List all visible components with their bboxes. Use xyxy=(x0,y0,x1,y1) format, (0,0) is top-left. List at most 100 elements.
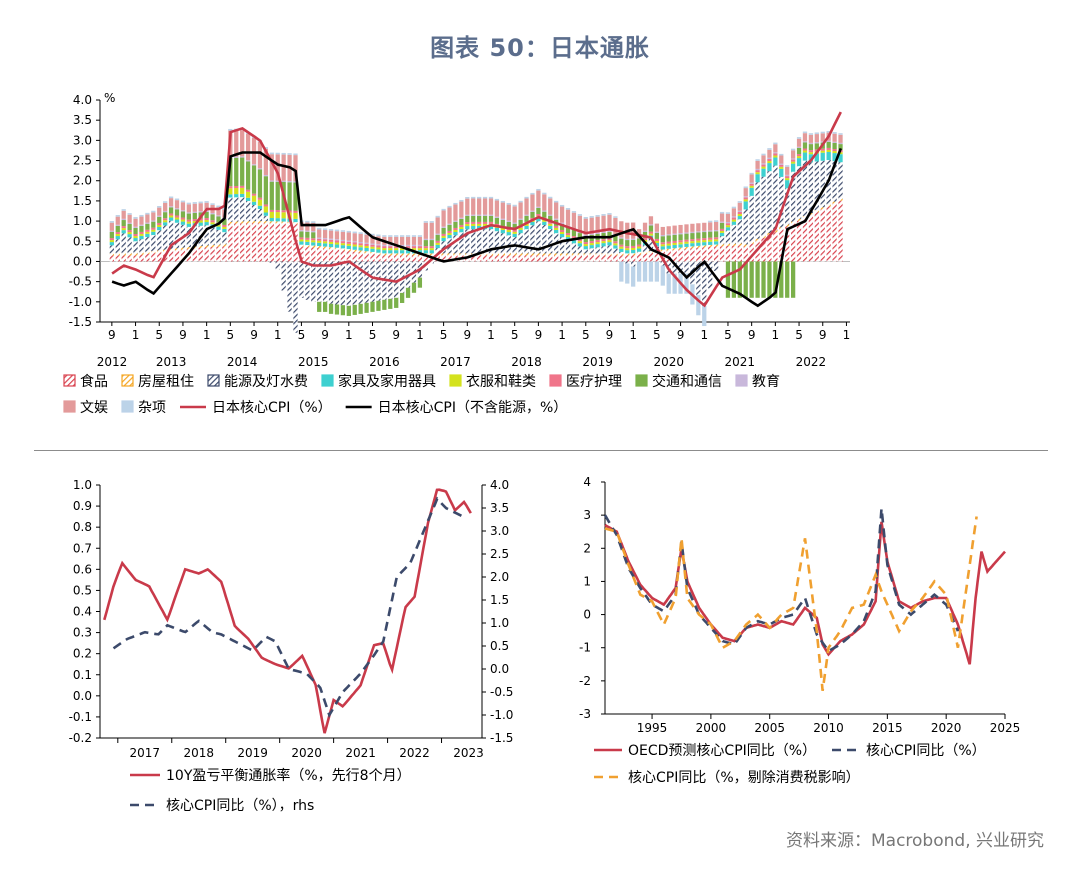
bar-segment-9 xyxy=(400,235,405,237)
x-month-tick-label: 5 xyxy=(369,328,377,342)
bar-segment-1 xyxy=(465,253,470,256)
bar-segment-5 xyxy=(725,223,731,226)
bar-segment-1 xyxy=(696,245,701,248)
bar-segment-2 xyxy=(340,261,346,306)
bar-segment-9 xyxy=(613,216,618,218)
x-tick-label: 2018 xyxy=(183,746,214,760)
bar-segment-1 xyxy=(636,252,642,255)
x-month-tick-label: 5 xyxy=(440,328,448,342)
bar-segment-2 xyxy=(429,261,434,264)
bar-segment-6 xyxy=(370,301,375,312)
bar-segment-0 xyxy=(518,255,523,262)
bar-segment-5 xyxy=(601,239,606,242)
bar-segment-0 xyxy=(808,215,814,262)
bar-segment-0 xyxy=(405,255,411,262)
bar-segment-9 xyxy=(530,192,535,195)
bar-segment-0 xyxy=(790,223,796,262)
bar-segment-1 xyxy=(790,221,796,224)
top-stacked-bar-chart: 4.0 3.5 3.0 2.5 2.0 1.5 1.0 0.5 0.0 -0.5 -1.0 -1.5%… xyxy=(63,91,850,416)
bar-segment-6 xyxy=(139,225,144,232)
bar-segment-2 xyxy=(708,261,713,289)
bar-segment-5 xyxy=(429,246,434,249)
bar-segment-2 xyxy=(299,261,304,298)
bar-segment-1 xyxy=(542,253,547,256)
bar-segment-3 xyxy=(281,218,286,222)
bar-segment-6 xyxy=(192,213,197,220)
bar-segment-4 xyxy=(684,241,689,244)
bar-segment-5 xyxy=(263,204,269,207)
bar-segment-9 xyxy=(494,198,500,201)
bar-segment-3 xyxy=(796,158,802,167)
bar-segment-6 xyxy=(157,216,162,223)
x-year-label: 2015 xyxy=(298,355,329,369)
bar-segment-7 xyxy=(269,180,274,182)
bar-segment-8 xyxy=(779,155,784,164)
bar-segment-1 xyxy=(382,253,387,256)
bar-segment-8 xyxy=(583,218,588,235)
bar-segment-1 xyxy=(192,246,197,249)
bar-segment-9 xyxy=(642,261,648,282)
bar-segment-4 xyxy=(216,224,221,227)
bar-segment-1 xyxy=(151,251,156,254)
bar-segment-1 xyxy=(761,235,766,238)
bar-segment-8 xyxy=(471,198,476,215)
bar-segment-6 xyxy=(690,233,695,240)
bar-segment-6 xyxy=(127,223,132,231)
legend-label: 文娱 xyxy=(80,400,108,416)
bar-segment-2 xyxy=(761,176,766,236)
bar-segment-4 xyxy=(358,245,363,248)
bar-segment-8 xyxy=(832,133,837,142)
bar-segment-2 xyxy=(737,219,742,244)
x-tick-label: 2005 xyxy=(754,721,785,735)
bar-segment-6 xyxy=(814,143,819,150)
bar-segment-8 xyxy=(773,144,778,153)
bar-segment-7 xyxy=(168,206,174,208)
bar-segment-2 xyxy=(660,261,665,266)
bar-segment-3 xyxy=(405,250,411,254)
bar-segment-5 xyxy=(779,164,784,167)
bar-segment-4 xyxy=(305,239,310,242)
bar-segment-9 xyxy=(459,199,464,202)
bar-segment-1 xyxy=(459,253,464,256)
bar-segment-5 xyxy=(595,240,600,243)
bar-segment-4 xyxy=(423,248,428,251)
bar-segment-4 xyxy=(808,152,814,155)
bar-segment-8 xyxy=(204,202,209,211)
bar-segment-9 xyxy=(749,172,754,175)
bar-segment-9 xyxy=(340,230,346,232)
bar-segment-4 xyxy=(186,221,191,224)
bar-segment-6 xyxy=(838,144,843,151)
bar-segment-2 xyxy=(684,261,689,274)
bar-segment-3 xyxy=(524,225,529,230)
bar-segment-5 xyxy=(133,234,138,237)
bar-segment-7 xyxy=(109,230,114,232)
bar-segment-4 xyxy=(506,230,511,233)
bar-segment-8 xyxy=(737,202,742,211)
bar-segment-2 xyxy=(500,233,505,254)
y-left-tick-label: 0.6 xyxy=(73,562,92,576)
bar-segment-1 xyxy=(358,250,363,253)
bar-segment-0 xyxy=(180,249,186,262)
bar-segment-7 xyxy=(785,174,790,177)
bar-segment-2 xyxy=(820,160,825,208)
y-tick-label: 2 xyxy=(583,541,591,555)
bar-segment-7 xyxy=(429,238,434,241)
bar-segment-7 xyxy=(352,241,357,243)
legend-label: 日本核心CPI（%） xyxy=(212,400,332,416)
bar-segment-7 xyxy=(281,180,286,182)
bar-segment-5 xyxy=(571,236,577,239)
bar-segment-1 xyxy=(352,249,357,252)
bar-segment-0 xyxy=(133,255,138,262)
bar-segment-7 xyxy=(157,215,162,217)
bar-segment-5 xyxy=(328,239,334,242)
bar-segment-4 xyxy=(139,233,144,236)
bar-segment-9 xyxy=(773,142,778,145)
bar-segment-9 xyxy=(157,205,162,208)
bar-segment-2 xyxy=(790,171,796,222)
bar-segment-3 xyxy=(127,234,132,238)
bar-segment-3 xyxy=(328,243,334,248)
bar-segment-0 xyxy=(838,200,843,262)
bar-segment-6 xyxy=(417,277,423,288)
x-year-label: 2022 xyxy=(796,355,827,369)
bar-segment-2 xyxy=(145,237,150,252)
